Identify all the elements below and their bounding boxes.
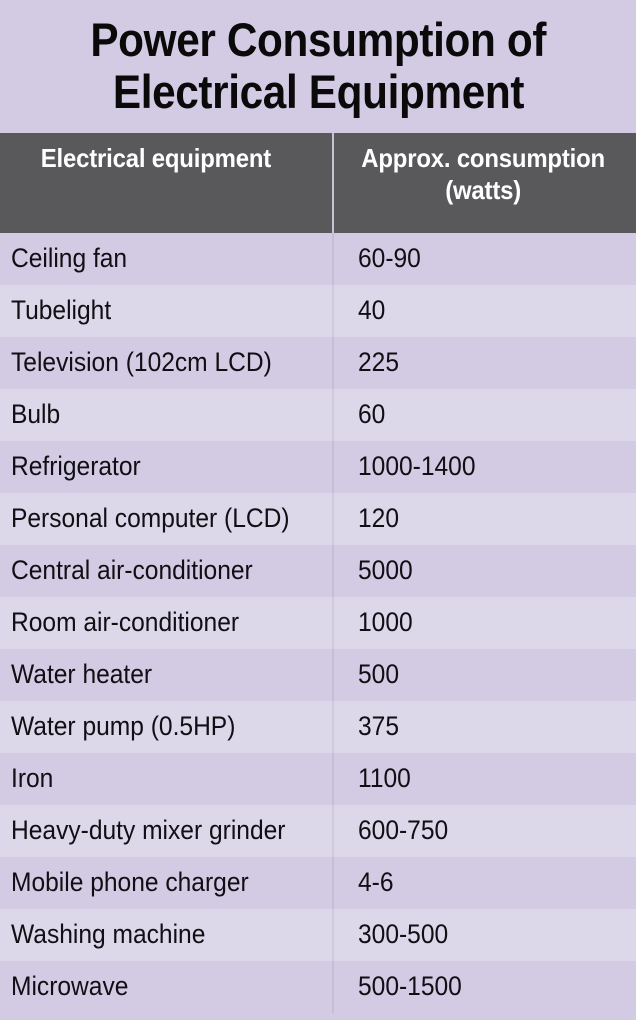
cell-consumption-text: 4-6 bbox=[358, 867, 394, 897]
cell-equipment: Refrigerator bbox=[0, 441, 333, 493]
cell-equipment-text: Tubelight bbox=[11, 295, 112, 325]
cell-consumption-text: 300-500 bbox=[358, 919, 449, 949]
table-body: Ceiling fan 60-90 Tubelight 40 Television (1… bbox=[0, 233, 636, 1013]
cell-consumption: 1000 bbox=[332, 597, 636, 649]
table-header-row: Electrical equipment Approx. consumption… bbox=[0, 133, 636, 233]
cell-consumption: 375 bbox=[332, 701, 636, 753]
cell-consumption-text: 225 bbox=[358, 347, 400, 377]
table-row: Refrigerator 1000-1400 bbox=[0, 441, 636, 493]
column-header-consumption-label-line-1: Approx. consumption bbox=[361, 143, 605, 173]
cell-consumption: 1000-1400 bbox=[332, 441, 636, 493]
cell-consumption: 120 bbox=[332, 493, 636, 545]
cell-consumption-text: 1000 bbox=[358, 607, 413, 637]
cell-consumption: 60 bbox=[332, 389, 636, 441]
cell-equipment: Ceiling fan bbox=[0, 233, 333, 285]
cell-equipment-text: Personal computer (LCD) bbox=[11, 503, 290, 533]
cell-equipment: Television (102cm LCD) bbox=[0, 337, 333, 389]
table-row: Television (102cm LCD) 225 bbox=[0, 337, 636, 389]
cell-consumption-text: 5000 bbox=[358, 555, 413, 585]
cell-consumption-text: 60 bbox=[358, 399, 386, 429]
cell-equipment: Water heater bbox=[0, 649, 333, 701]
cell-consumption: 1100 bbox=[332, 753, 636, 805]
table-row: Washing machine 300-500 bbox=[0, 909, 636, 961]
cell-consumption: 40 bbox=[332, 285, 636, 337]
cell-equipment: Heavy-duty mixer grinder bbox=[0, 805, 333, 857]
cell-equipment-text: Water heater bbox=[11, 659, 153, 689]
cell-equipment-text: Television (102cm LCD) bbox=[11, 347, 272, 377]
cell-equipment: Tubelight bbox=[0, 285, 333, 337]
column-header-consumption: Approx. consumption (watts) bbox=[332, 133, 636, 233]
cell-equipment-text: Ceiling fan bbox=[11, 243, 128, 273]
cell-consumption-text: 40 bbox=[358, 295, 386, 325]
cell-consumption-text: 120 bbox=[358, 503, 400, 533]
table-row: Mobile phone charger 4-6 bbox=[0, 857, 636, 909]
cell-consumption-text: 375 bbox=[358, 711, 400, 741]
table-row: Tubelight 40 bbox=[0, 285, 636, 337]
cell-consumption-text: 500 bbox=[358, 659, 400, 689]
table-row: Bulb 60 bbox=[0, 389, 636, 441]
cell-equipment: Water pump (0.5HP) bbox=[0, 701, 333, 753]
cell-equipment-text: Room air-conditioner bbox=[11, 607, 240, 637]
cell-consumption-text: 60-90 bbox=[358, 243, 421, 273]
cell-consumption: 5000 bbox=[332, 545, 636, 597]
column-header-equipment-label: Electrical equipment bbox=[40, 143, 272, 173]
table-row: Microwave 500-1500 bbox=[0, 961, 636, 1013]
cell-equipment-text: Washing machine bbox=[11, 919, 206, 949]
cell-consumption-text: 1100 bbox=[358, 763, 411, 793]
table-row: Central air-conditioner 5000 bbox=[0, 545, 636, 597]
cell-consumption: 500-1500 bbox=[332, 961, 636, 1013]
cell-equipment-text: Refrigerator bbox=[11, 451, 141, 481]
table-head: Electrical equipment Approx. consumption… bbox=[0, 133, 636, 233]
cell-consumption: 500 bbox=[332, 649, 636, 701]
cell-equipment: Microwave bbox=[0, 961, 333, 1013]
column-header-equipment: Electrical equipment bbox=[0, 133, 333, 233]
cell-consumption: 600-750 bbox=[332, 805, 636, 857]
cell-equipment: Central air-conditioner bbox=[0, 545, 333, 597]
cell-equipment-text: Water pump (0.5HP) bbox=[11, 711, 236, 741]
cell-equipment: Bulb bbox=[0, 389, 333, 441]
cell-consumption-text: 600-750 bbox=[358, 815, 449, 845]
cell-equipment-text: Iron bbox=[11, 763, 54, 793]
cell-equipment-text: Heavy-duty mixer grinder bbox=[11, 815, 286, 845]
table-row: Ceiling fan 60-90 bbox=[0, 233, 636, 285]
cell-equipment: Room air-conditioner bbox=[0, 597, 333, 649]
cell-equipment: Iron bbox=[0, 753, 333, 805]
cell-equipment-text: Bulb bbox=[11, 399, 61, 429]
cell-equipment: Mobile phone charger bbox=[0, 857, 333, 909]
cell-consumption: 225 bbox=[332, 337, 636, 389]
table-row: Personal computer (LCD) 120 bbox=[0, 493, 636, 545]
cell-equipment-text: Central air-conditioner bbox=[11, 555, 253, 585]
page-title: Power Consumption of Electrical Equipmen… bbox=[0, 0, 636, 133]
table-row: Room air-conditioner 1000 bbox=[0, 597, 636, 649]
column-header-consumption-label-line-2: (watts) bbox=[445, 175, 522, 205]
cell-equipment: Personal computer (LCD) bbox=[0, 493, 333, 545]
cell-consumption: 300-500 bbox=[332, 909, 636, 961]
cell-consumption: 60-90 bbox=[332, 233, 636, 285]
table-row: Iron 1100 bbox=[0, 753, 636, 805]
table-row: Water heater 500 bbox=[0, 649, 636, 701]
cell-consumption-text: 1000-1400 bbox=[358, 451, 476, 481]
page-title-line-2: Electrical Equipment bbox=[112, 64, 524, 118]
cell-consumption: 4-6 bbox=[332, 857, 636, 909]
cell-equipment: Washing machine bbox=[0, 909, 333, 961]
table-row: Water pump (0.5HP) 375 bbox=[0, 701, 636, 753]
table-row: Heavy-duty mixer grinder 600-750 bbox=[0, 805, 636, 857]
cell-equipment-text: Microwave bbox=[11, 971, 129, 1001]
cell-equipment-text: Mobile phone charger bbox=[11, 867, 249, 897]
cell-consumption-text: 500-1500 bbox=[358, 971, 462, 1001]
page-title-line-1: Power Consumption of bbox=[90, 12, 546, 66]
power-consumption-table: Electrical equipment Approx. consumption… bbox=[0, 133, 636, 1013]
